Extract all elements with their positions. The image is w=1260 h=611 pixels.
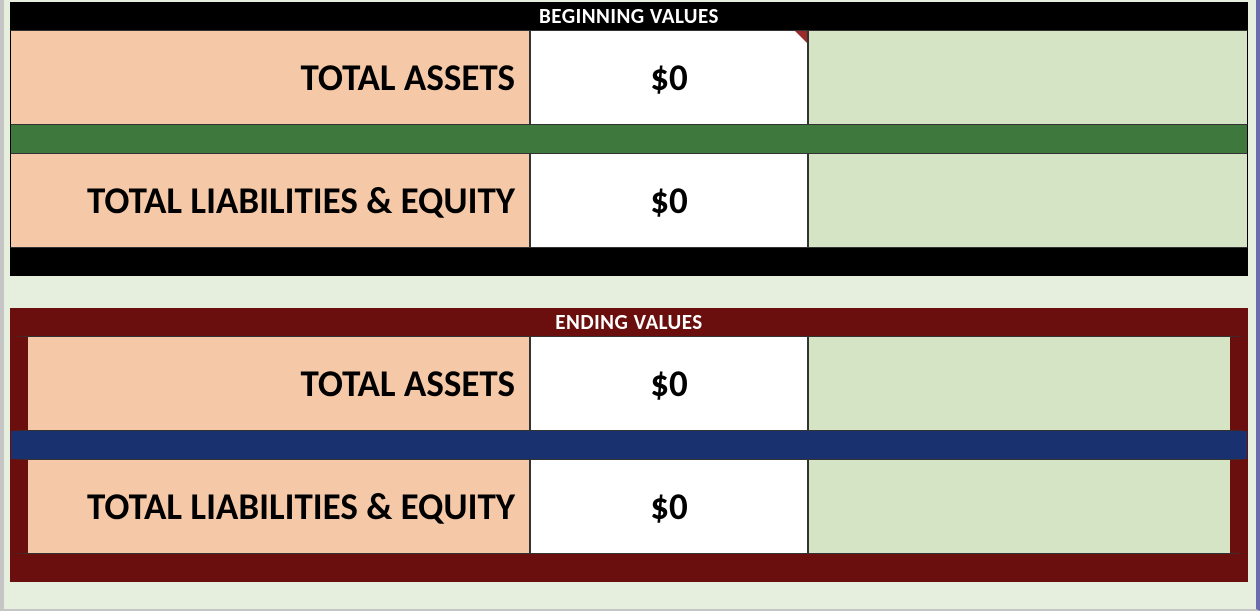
- value-text: $0: [650, 178, 688, 223]
- spreadsheet-region: BEGINNING VALUES TOTAL ASSETS $0 TOTAL L…: [0, 0, 1260, 611]
- label-ending-assets[interactable]: TOTAL ASSETS: [10, 336, 530, 431]
- section-beginning: BEGINNING VALUES TOTAL ASSETS $0 TOTAL L…: [10, 2, 1248, 282]
- blank-ending-liab-equity[interactable]: [808, 459, 1248, 554]
- label-beginning-liab-equity[interactable]: TOTAL LIABILITIES & EQUITY: [10, 153, 530, 248]
- value-text: $0: [650, 484, 688, 529]
- value-text: $0: [650, 55, 688, 100]
- blank-ending-assets[interactable]: [808, 336, 1248, 431]
- value-beginning-liab-equity[interactable]: $0: [530, 153, 808, 248]
- divider-ending: [10, 431, 1248, 459]
- row-ending-liab-equity: TOTAL LIABILITIES & EQUITY $0: [10, 459, 1248, 554]
- value-text: $0: [650, 361, 688, 406]
- divider-beginning: [10, 125, 1248, 153]
- row-beginning-liab-equity: TOTAL LIABILITIES & EQUITY $0: [10, 153, 1248, 248]
- section-ending: ENDING VALUES TOTAL ASSETS $0 TOTAL LIAB…: [10, 308, 1248, 598]
- section-header-beginning: BEGINNING VALUES: [10, 2, 1248, 30]
- label-beginning-assets[interactable]: TOTAL ASSETS: [10, 30, 530, 125]
- label-ending-liab-equity[interactable]: TOTAL LIABILITIES & EQUITY: [10, 459, 530, 554]
- row-beginning-assets: TOTAL ASSETS $0: [10, 30, 1248, 125]
- section-footer-beginning: [10, 248, 1248, 276]
- value-ending-assets[interactable]: $0: [530, 336, 808, 431]
- value-ending-liab-equity[interactable]: $0: [530, 459, 808, 554]
- row-ending-assets: TOTAL ASSETS $0: [10, 336, 1248, 431]
- value-beginning-assets[interactable]: $0: [530, 30, 808, 125]
- blank-beginning-liab-equity[interactable]: [808, 153, 1248, 248]
- comment-indicator-icon[interactable]: [795, 31, 807, 43]
- section-header-ending: ENDING VALUES: [10, 308, 1248, 336]
- blank-beginning-assets[interactable]: [808, 30, 1248, 125]
- section-footer-ending: [10, 554, 1248, 582]
